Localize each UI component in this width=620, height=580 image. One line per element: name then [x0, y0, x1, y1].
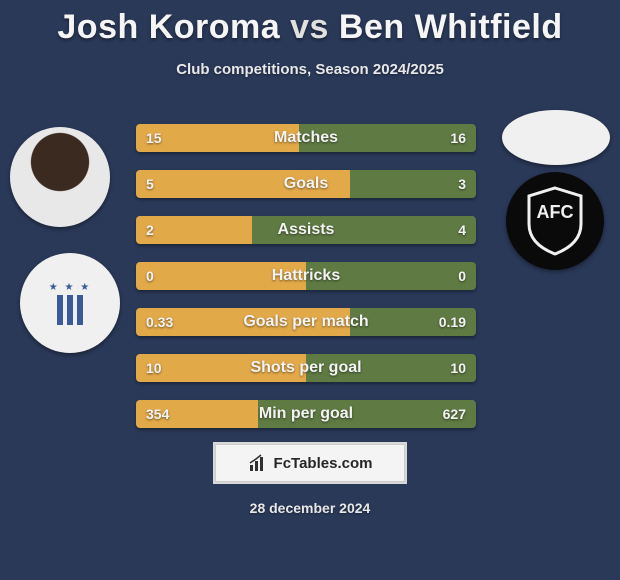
stat-bar-row: Goals per match0.33 0.19	[136, 308, 476, 336]
stat-bar-label: Goals per match	[136, 308, 476, 336]
title-player2: Ben Whitfield	[339, 8, 563, 46]
stat-bar-value-right: 627	[443, 400, 466, 428]
stat-bar-value-right: 3	[458, 170, 466, 198]
player1-avatar	[10, 127, 110, 227]
stat-bar-value-right: 0	[458, 262, 466, 290]
stat-bar-label: Shots per goal	[136, 354, 476, 382]
stat-bar-value-left: 0.33	[146, 308, 173, 336]
stat-bar-value-left: 5	[146, 170, 154, 198]
comparison-title: Josh Koroma vs Ben Whitfield	[0, 0, 620, 47]
stat-bar-label: Min per goal	[136, 400, 476, 428]
brand-badge: FcTables.com	[215, 444, 405, 482]
title-vs: vs	[290, 8, 329, 46]
stat-bar-row: Goals5 3	[136, 170, 476, 198]
stat-bar-value-right: 0.19	[439, 308, 466, 336]
stat-bar-label: Matches	[136, 124, 476, 152]
brand-chart-icon	[248, 453, 268, 473]
stat-bar-value-left: 354	[146, 400, 169, 428]
title-player1: Josh Koroma	[57, 8, 280, 46]
stat-bar-value-left: 0	[146, 262, 154, 290]
player1-club-emblem: ★ ★ ★	[20, 253, 120, 353]
brand-text: FcTables.com	[274, 455, 373, 472]
date-label: 28 december 2024	[0, 500, 620, 516]
club1-stripes-icon	[57, 295, 83, 325]
stat-bar-value-left: 10	[146, 354, 162, 382]
stat-bar-row: Shots per goal10 10	[136, 354, 476, 382]
stat-bar-row: Matches15 16	[136, 124, 476, 152]
stat-bar-row: Hattricks0 0	[136, 262, 476, 290]
stat-bar-value-right: 4	[458, 216, 466, 244]
player2-club-emblem: AFC	[506, 172, 604, 270]
stat-bar-row: Min per goal354 627	[136, 400, 476, 428]
stat-bar-label: Hattricks	[136, 262, 476, 290]
club2-shield-icon: AFC	[525, 186, 585, 256]
stat-bar-value-left: 2	[146, 216, 154, 244]
stat-bar-value-right: 16	[450, 124, 466, 152]
stat-bar-label: Goals	[136, 170, 476, 198]
svg-text:AFC: AFC	[537, 202, 574, 222]
subtitle: Club competitions, Season 2024/2025	[0, 61, 620, 78]
stat-bar-value-right: 10	[450, 354, 466, 382]
player2-avatar	[502, 110, 610, 165]
stat-bar-label: Assists	[136, 216, 476, 244]
club1-stars-icon: ★ ★ ★	[49, 282, 91, 293]
stat-bar-value-left: 15	[146, 124, 162, 152]
stat-bar-row: Assists2 4	[136, 216, 476, 244]
stat-bars-container: Matches15 16 Goals5 3 Assists2 4 Hattricks0 0 Go…	[136, 124, 476, 446]
